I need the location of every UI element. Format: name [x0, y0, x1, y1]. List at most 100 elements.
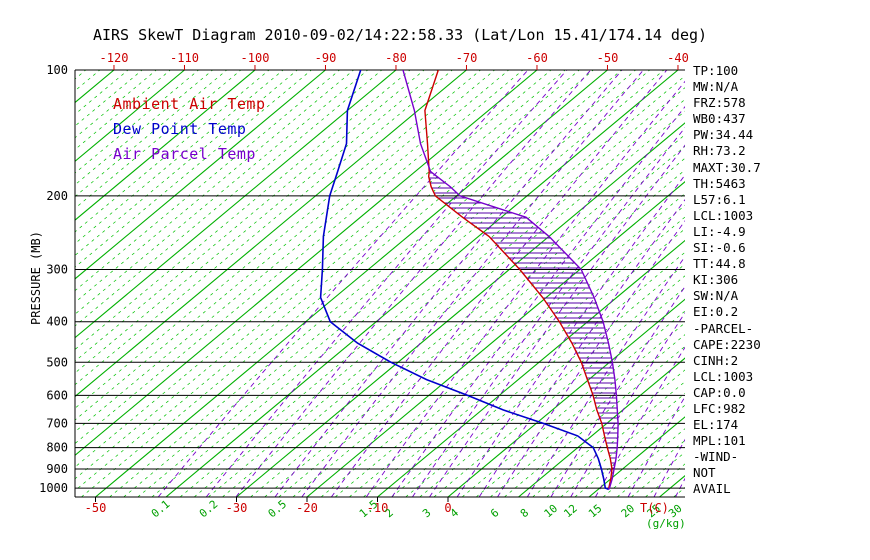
minor-isotherm-line	[208, 98, 685, 497]
stat-line: MAXT:30.7	[693, 159, 761, 175]
bottom-temp-label: -10	[367, 501, 389, 515]
minor-isotherm-line	[75, 70, 425, 362]
minor-isotherm-line	[75, 70, 481, 409]
pressure-tick-label: 700	[46, 416, 68, 430]
minor-isotherm-line	[75, 70, 354, 303]
stats-panel: TP:100 MW:N/A FRZ:578 WB0:437 PW:34.44 RH:73.…	[693, 63, 869, 498]
bottom-temp-label: 0	[444, 501, 451, 515]
minor-isotherm-line	[81, 70, 594, 497]
minor-isotherm-line	[75, 70, 284, 245]
mixing-ratio-line	[456, 174, 685, 497]
mixing-ratio-line	[595, 346, 685, 497]
mixing-ratio-line	[235, 70, 592, 497]
minor-isotherm-line	[75, 70, 270, 233]
mixing-ratio-line	[157, 70, 529, 497]
mixing-unit-label: (g/kg)	[646, 517, 686, 530]
isotherm-line	[0, 70, 43, 497]
top-temp-label: -120	[100, 51, 129, 65]
stat-line: SW:N/A	[693, 288, 739, 304]
stat-line: CAPE:2230	[693, 336, 761, 352]
stat-line: -WIND-	[693, 449, 739, 465]
minor-isotherm-line	[75, 70, 242, 209]
minor-isotherm-line	[123, 70, 636, 497]
mixing-ratio-line	[330, 70, 668, 497]
minor-isotherm-line	[75, 70, 580, 492]
minor-isotherm-line	[75, 70, 509, 433]
stat-line: SI:-0.6	[693, 240, 746, 256]
cape-hatch	[429, 172, 619, 474]
mixing-ratio-label: 4	[448, 506, 462, 520]
minor-isotherm-line	[137, 70, 650, 497]
top-temp-label: -100	[241, 51, 270, 65]
minor-isotherm-line	[75, 70, 453, 386]
stat-line: CAP:0.0	[693, 384, 746, 400]
stat-line: LCL:1003	[693, 207, 754, 223]
minor-isotherm-line	[75, 70, 298, 256]
mixing-ratio-label: 6	[488, 506, 501, 520]
minor-isotherm-line	[75, 70, 383, 327]
bottom-temp-label: -30	[226, 501, 248, 515]
pressure-tick-label: 100	[46, 63, 68, 77]
isotherm-line	[165, 70, 679, 497]
stat-line: CINH:2	[693, 352, 739, 368]
pressure-tick-label: 400	[46, 315, 68, 329]
minor-isotherm-line	[222, 110, 685, 497]
minor-isotherm-line	[0, 70, 58, 497]
stat-line: -PARCEL-	[693, 320, 754, 336]
isotherm-line	[75, 70, 326, 280]
mixing-ratio-label: 8	[518, 506, 531, 520]
top-temp-label: -70	[456, 51, 478, 65]
stat-line: LI:-4.9	[693, 223, 746, 239]
isotherm-line	[588, 416, 685, 497]
pressure-tick-label: 500	[46, 355, 68, 369]
stat-line: LFC:982	[693, 400, 746, 416]
mixing-ratio-line	[205, 70, 568, 497]
mixing-ratio-line	[301, 70, 644, 497]
bottom-temp-label: -50	[85, 501, 107, 515]
top-temp-label: -80	[385, 51, 407, 65]
top-temp-label: -40	[667, 51, 689, 65]
stat-line: TT:44.8	[693, 256, 746, 272]
sounding-curves	[319, 70, 619, 491]
isotherm-line	[447, 298, 685, 497]
minor-isotherm-line	[75, 70, 86, 80]
temp-unit-label: T(C)	[640, 501, 669, 515]
minor-isotherm-line	[75, 70, 101, 92]
isotherm-line	[75, 70, 467, 398]
mixing-ratio-line	[391, 106, 685, 497]
mixing-ratio-line	[570, 311, 685, 497]
minor-isotherm-line	[75, 70, 524, 444]
isotherm-line	[75, 70, 256, 221]
minor-isotherm-line	[193, 87, 685, 497]
legend-item-dewpoint: Dew Point Temp	[113, 120, 247, 138]
stat-line: RH:73.2	[693, 143, 746, 159]
stat-line: FRZ:578	[693, 95, 746, 111]
minor-isotherm-line	[0, 70, 1, 497]
isotherm-line	[377, 239, 685, 497]
stat-line: TH:5463	[693, 175, 746, 191]
mixing-ratio-line	[412, 126, 685, 497]
pressure-tick-label: 200	[46, 189, 68, 203]
pressure-tick-label: 300	[46, 263, 68, 277]
legend: Ambient Air Temp Dew Point Temp Air Parcel…	[113, 92, 266, 167]
mixing-ratio-label: 3	[420, 506, 433, 520]
top-temp-label: -110	[170, 51, 199, 65]
stat-line: EL:174	[693, 417, 739, 433]
minor-isotherm-line	[75, 70, 566, 480]
minor-isotherm-line	[0, 70, 29, 497]
legend-item-ambient: Ambient Air Temp	[113, 95, 266, 113]
mixing-ratio-label: 0.1	[149, 498, 173, 521]
isotherm-line	[236, 122, 685, 497]
stat-line: WB0:437	[693, 111, 746, 127]
minor-isotherm-line	[75, 70, 312, 268]
bottom-temp-label: -20	[296, 501, 318, 515]
minor-isotherm-line	[75, 70, 552, 468]
minor-isotherm-line	[75, 70, 171, 150]
mixing-ratio-line	[550, 285, 685, 497]
top-temp-label: -60	[526, 51, 548, 65]
minor-isotherm-line	[75, 70, 340, 292]
minor-isotherm-line	[109, 70, 622, 497]
minor-isotherm-line	[75, 70, 227, 198]
minor-isotherm-line	[75, 70, 213, 186]
